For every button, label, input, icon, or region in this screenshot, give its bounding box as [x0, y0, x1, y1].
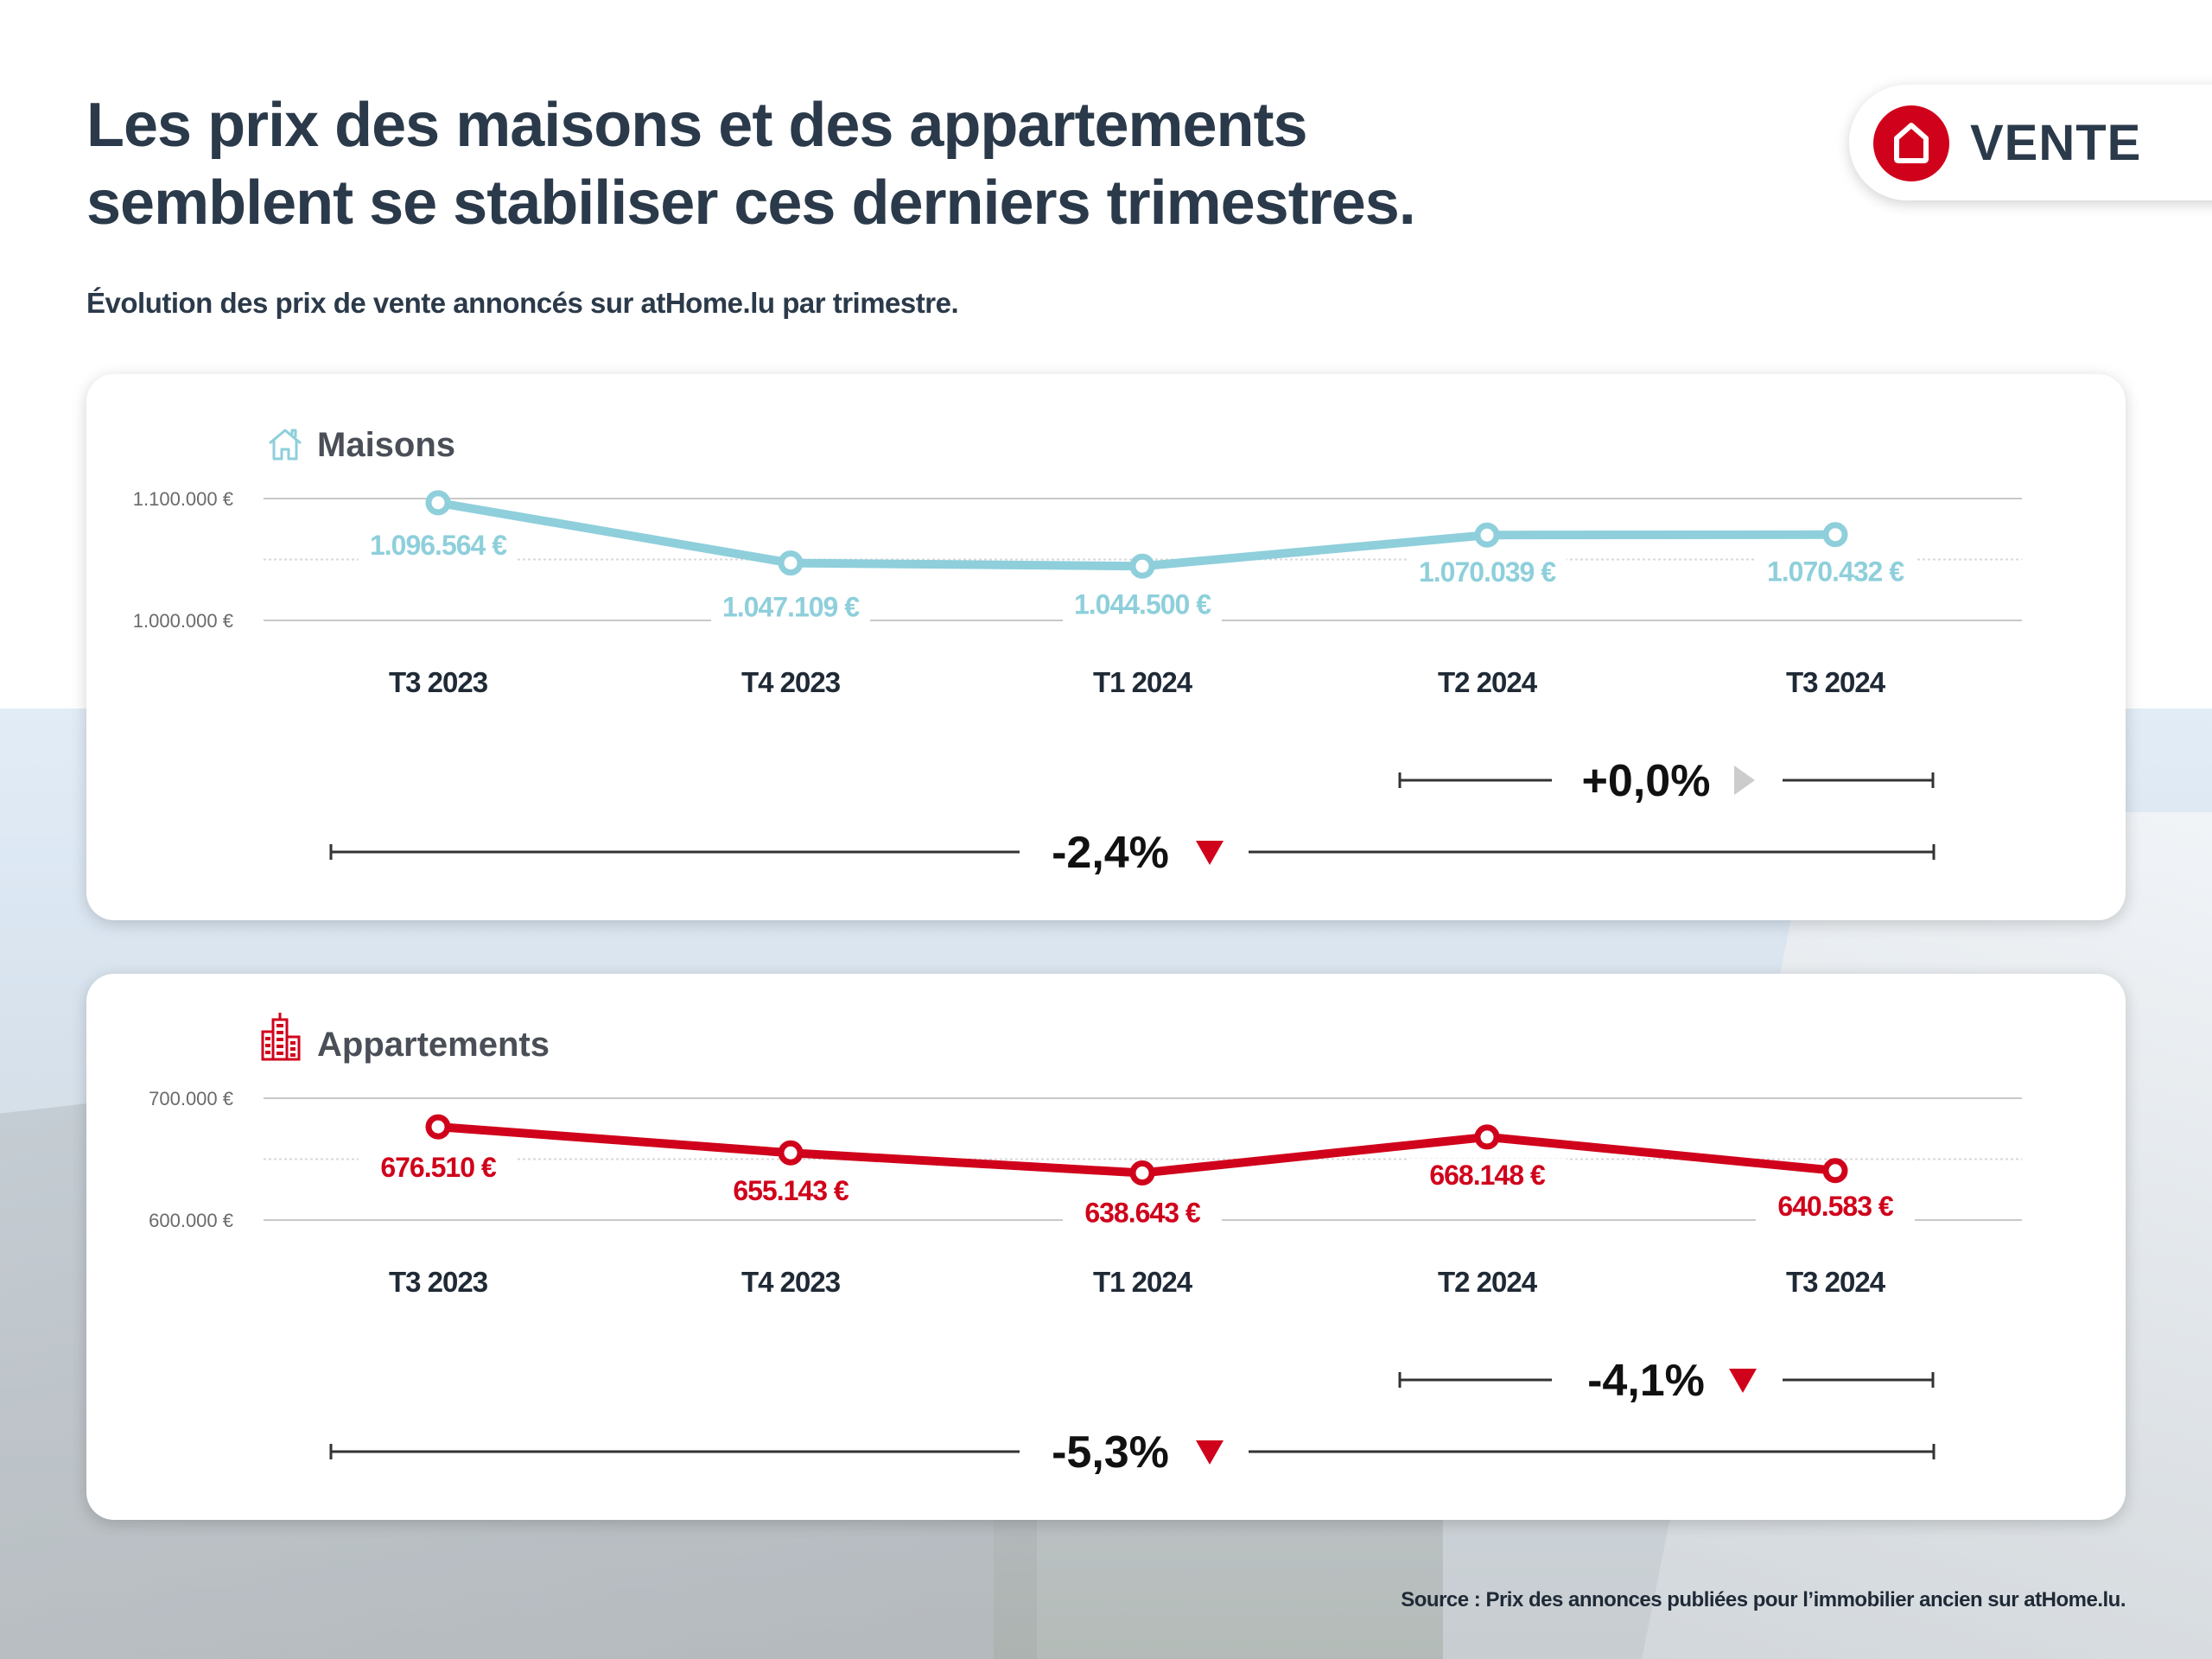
x-tick-label: T3 2023: [389, 1266, 488, 1298]
x-tick-label: T2 2024: [1438, 1266, 1538, 1298]
data-label-bg: [1756, 1189, 1915, 1224]
house-icon: [1873, 105, 1949, 181]
data-label: 1.096.564 €: [370, 530, 507, 561]
y-tick-label: 1.000.000 €: [133, 610, 233, 632]
appartements-card: Appartements 600.000 € 700.000 € 676.510 € 6…: [86, 974, 2126, 1520]
data-point: [778, 550, 804, 576]
x-tick-label: T3 2024: [1786, 666, 1886, 698]
data-label: 1.070.039 €: [1419, 556, 1556, 588]
data-label: 655.143 €: [733, 1175, 849, 1206]
source-note: Source : Prix des annonces publiées pour…: [1401, 1588, 2126, 1611]
x-tick-label: T2 2024: [1438, 666, 1538, 698]
change-label: -4,1%: [1587, 1356, 1705, 1406]
x-tick-label: T4 2023: [741, 666, 841, 698]
data-label-bg: [359, 1151, 518, 1186]
appartements-chart: Appartements 600.000 € 700.000 € 676.510 € 6…: [149, 1013, 2022, 1478]
data-label: 638.643 €: [1084, 1198, 1201, 1229]
maisons-card: Maisons 1.000.000 € 1.100.000 € 1.096.564 €…: [86, 374, 2126, 920]
data-label: 640.583 €: [1777, 1191, 1894, 1222]
vente-label: VENTE: [1970, 115, 2142, 171]
data-point: [425, 1114, 451, 1140]
apartment-building-icon: [261, 1013, 301, 1061]
down-arrow-icon: [1729, 1369, 1757, 1393]
chart-title: Appartements: [317, 1026, 550, 1064]
change-label: +0,0%: [1582, 756, 1711, 806]
data-label-bg: [1756, 555, 1915, 590]
data-label: 1.070.432 €: [1767, 556, 1904, 588]
page-title-line1: Les prix des maisons et des appartements: [86, 91, 1308, 160]
vente-badge: VENTE: [1849, 85, 2212, 200]
change-label: -2,4%: [1052, 828, 1169, 878]
data-label: 1.044.500 €: [1074, 588, 1211, 620]
x-tick-label: T4 2023: [741, 1266, 841, 1298]
data-label-bg: [711, 1174, 870, 1210]
data-point: [1129, 1160, 1155, 1186]
x-tick-label: T1 2024: [1093, 666, 1193, 698]
y-tick-label: 600.000 €: [149, 1210, 233, 1231]
data-label-bg: [1063, 1196, 1222, 1231]
data-point: [778, 1140, 804, 1166]
data-label-bg: [1408, 1158, 1567, 1193]
data-point: [1129, 553, 1155, 579]
data-label: 668.148 €: [1429, 1160, 1546, 1191]
data-point: [1822, 1158, 1848, 1184]
data-point: [1474, 1124, 1500, 1150]
y-tick-label: 1.100.000 €: [133, 488, 233, 510]
data-point: [425, 490, 451, 516]
y-tick-label: 700.000 €: [149, 1088, 233, 1109]
down-arrow-icon: [1196, 841, 1224, 865]
house-outline-icon: [269, 429, 302, 461]
x-tick-label: T3 2023: [389, 666, 488, 698]
data-point: [1822, 522, 1848, 548]
data-label: 1.047.109 €: [722, 592, 860, 623]
page-title: Les prix des maisons et des appartements…: [86, 86, 1416, 242]
page-subtitle: Évolution des prix de vente annoncés sur…: [86, 287, 959, 319]
data-point: [1474, 522, 1500, 548]
data-label-bg: [1063, 588, 1222, 623]
x-tick-label: T3 2024: [1786, 1266, 1886, 1298]
change-label: -5,3%: [1052, 1427, 1169, 1478]
chart-title: Maisons: [317, 426, 455, 464]
page-title-line2: semblent se stabiliser ces derniers trim…: [86, 168, 1416, 238]
x-tick-label: T1 2024: [1093, 1266, 1193, 1298]
maisons-chart: Maisons 1.000.000 € 1.100.000 € 1.096.564 €…: [133, 426, 2022, 878]
neutral-arrow-icon: [1734, 766, 1755, 795]
data-label-bg: [1408, 556, 1567, 591]
data-label-bg: [711, 590, 870, 626]
down-arrow-icon: [1196, 1440, 1224, 1465]
data-label: 676.510 €: [380, 1152, 497, 1183]
data-label-bg: [359, 528, 518, 563]
